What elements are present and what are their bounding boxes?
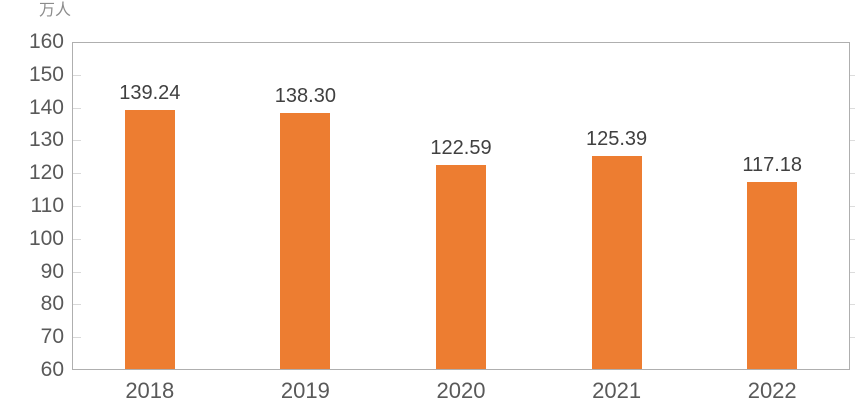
y-axis-tick-mark (73, 337, 81, 339)
y-axis-tick-mark (73, 271, 81, 273)
y-axis-tick-mark (73, 74, 81, 76)
x-axis-tick-label: 2018 (125, 378, 175, 403)
y-axis-tick-mark-right (850, 238, 855, 240)
y-axis-tick-label: 110 (30, 194, 64, 217)
bar (124, 110, 175, 369)
y-axis-tick-mark-right (850, 271, 855, 273)
y-axis-tick-label: 60 (40, 358, 64, 381)
y-axis-tick-mark-right (850, 140, 855, 142)
y-axis-tick-label: 100 (28, 226, 64, 250)
bar (591, 155, 642, 369)
y-axis-tick-label: 160 (28, 30, 64, 53)
y-axis-tick-mark-right (850, 304, 855, 306)
x-axis-tick-label: 2022 (747, 378, 797, 403)
y-axis-tick-mark (73, 173, 81, 175)
x-axis-tick-label: 2021 (592, 378, 642, 403)
bar-value-label: 138.30 (274, 85, 336, 108)
y-axis-tick-mark (73, 206, 81, 207)
y-axis-tick-label: 90 (40, 259, 64, 283)
y-axis-tick-mark-right (850, 107, 855, 109)
bar-value-label: 139.24 (119, 82, 181, 105)
y-axis-tick-mark (73, 107, 81, 109)
y-axis-tick-label: 70 (40, 325, 64, 349)
y-axis-tick-mark (73, 304, 81, 306)
bar (436, 164, 486, 369)
bar-value-label: 125.39 (586, 127, 648, 150)
y-axis-tick-label: 150 (28, 62, 64, 86)
y-axis-tick-mark-right (850, 206, 855, 207)
y-axis-tick-label: 130 (28, 128, 64, 152)
plot-area (72, 42, 850, 370)
bar-value-label: 117.18 (742, 154, 803, 177)
y-axis-unit-label: 万人 (39, 2, 72, 19)
x-axis-tick-label: 2020 (436, 378, 486, 403)
y-axis-tick-mark-right (850, 74, 855, 76)
y-axis-tick-label: 140 (28, 95, 64, 119)
y-axis-tick-mark (73, 238, 81, 240)
bar (747, 182, 798, 369)
y-axis-tick-mark (73, 140, 81, 142)
y-axis-tick-label: 80 (40, 292, 64, 316)
bar (280, 113, 331, 369)
y-axis-tick-label: 120 (28, 161, 64, 185)
y-axis-tick-mark-right (850, 337, 855, 339)
x-axis-tick-label: 2019 (280, 378, 330, 403)
y-axis-tick-mark-right (850, 173, 855, 175)
bar-value-label: 122.59 (430, 136, 492, 159)
